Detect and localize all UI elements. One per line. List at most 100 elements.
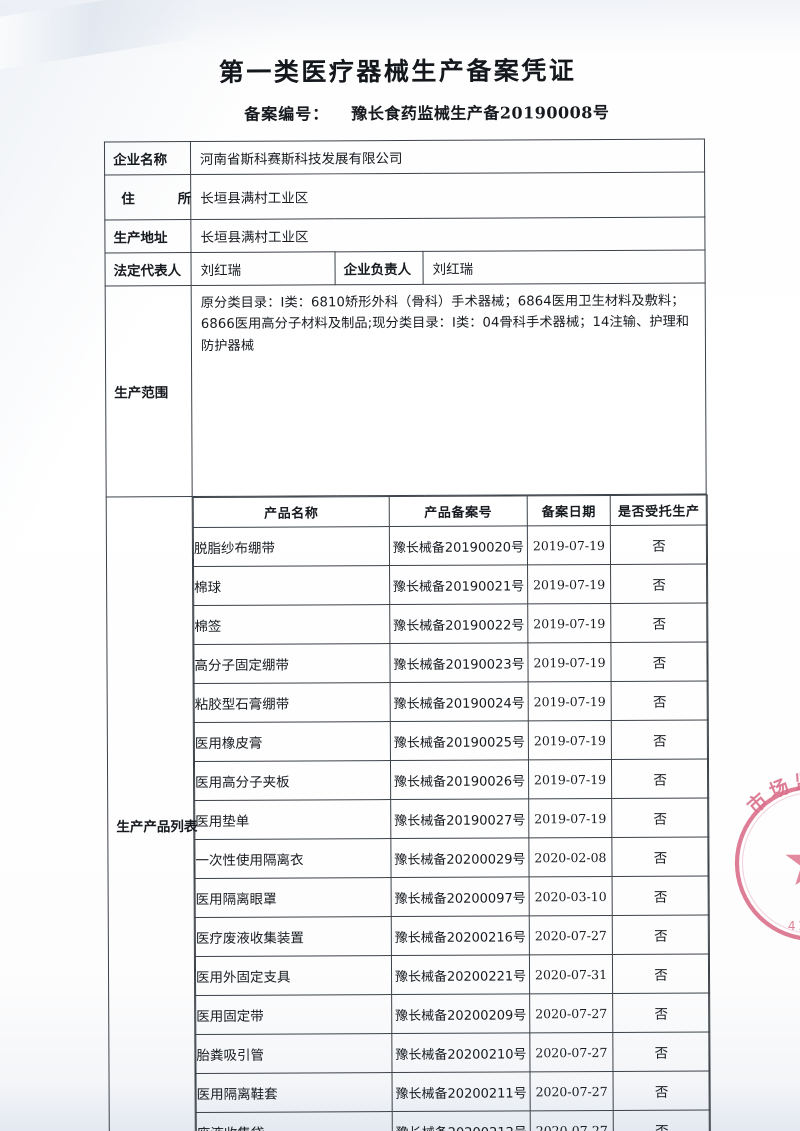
table-row: 医用垫单 豫长械备20190027号 2019-07-19 否 xyxy=(194,797,709,840)
header-record-date: 备案日期 xyxy=(527,495,611,526)
cell-entrusted: 否 xyxy=(612,992,710,1033)
cell-entrusted: 否 xyxy=(611,758,709,799)
table-row: 粘胶型石膏绷带 豫长械备20190024号 2019-07-19 否 xyxy=(194,680,709,723)
record-number-line: 备案编号： 豫长食药监械生产备20190008号 xyxy=(0,98,798,126)
cell-record-date: 2019-07-19 xyxy=(527,642,612,682)
cell-product-name: 高分子固定绷带 xyxy=(193,643,391,684)
table-row: 医用橡皮膏 豫长械备20190025号 2019-07-19 否 xyxy=(194,719,709,762)
production-address-label: 生产地址 xyxy=(104,219,191,253)
production-scope-text: 原分类目录：Ⅰ类：6810矫形外科（骨科）手术器械；6864医用卫生材料及敷料；… xyxy=(191,283,707,497)
page-title: 第一类医疗器械生产备案凭证 xyxy=(218,56,577,87)
cell-record-date: 2020-03-10 xyxy=(529,876,613,916)
cell-product-name: 废液收集袋 xyxy=(196,1111,393,1131)
cell-record-date: 2019-07-19 xyxy=(527,525,611,565)
cell-record-date: 2020-07-27 xyxy=(529,993,613,1033)
record-number-label: 备案编号： xyxy=(244,104,330,124)
cell-entrusted: 否 xyxy=(611,680,709,721)
production-address-value: 长垣县满村工业区 xyxy=(190,217,706,253)
cell-record-date: 2019-07-19 xyxy=(528,720,612,760)
company-name-value: 河南省斯科赛斯科技发展有限公司 xyxy=(190,139,705,175)
cell-product-name: 医用固定带 xyxy=(195,994,392,1035)
cell-product-name: 医用隔离鞋套 xyxy=(196,1072,393,1113)
certificate-table: 企业名称 河南省斯科赛斯科技发展有限公司 住 所 长垣县满村工业区 生产地址 长… xyxy=(104,139,711,1131)
table-row: 医疗废液收集装置 豫长械备20200216号 2020-07-27 否 xyxy=(195,914,710,957)
row-production-address: 生产地址 长垣县满村工业区 xyxy=(104,217,706,253)
cell-record-number: 豫长械备20200210号 xyxy=(391,1032,531,1073)
cell-record-number: 豫长械备20200221号 xyxy=(391,954,530,995)
cell-record-date: 2019-07-19 xyxy=(527,564,611,604)
cell-record-number: 豫长械备20190025号 xyxy=(390,720,529,761)
cell-record-date: 2020-07-27 xyxy=(529,1032,614,1072)
cell-product-name: 医用外固定支具 xyxy=(195,955,392,996)
address-value: 长垣县满村工业区 xyxy=(190,172,705,220)
cell-product-name: 棉签 xyxy=(193,604,390,645)
cell-entrusted: 否 xyxy=(612,875,710,916)
cell-product-name: 一次性使用隔离衣 xyxy=(194,838,392,879)
production-scope-label: 生产范围 xyxy=(105,285,193,497)
cell-entrusted: 否 xyxy=(610,602,708,643)
table-row: 棉签 豫长械备20190022号 2019-07-19 否 xyxy=(193,602,708,645)
product-table-header-row: 产品名称 产品备案号 备案日期 是否受托生产 xyxy=(193,494,708,528)
header-entrusted: 是否受托生产 xyxy=(610,494,708,526)
cell-record-number: 豫长械备20190020号 xyxy=(389,525,528,566)
paper-bottom-shadow xyxy=(0,1085,800,1131)
enterprise-head-value: 刘红瑞 xyxy=(422,250,706,285)
cell-record-date: 2019-07-19 xyxy=(528,681,612,721)
row-representatives: 法定代表人 刘红瑞 企业负责人 刘红瑞 xyxy=(104,250,706,286)
cell-record-date: 2020-07-27 xyxy=(530,1071,614,1111)
cell-record-number: 豫长械备20190026号 xyxy=(390,759,529,800)
enterprise-head-label: 企业负责人 xyxy=(334,251,424,285)
table-row: 医用外固定支具 豫长械备20200221号 2020-07-31 否 xyxy=(195,953,710,996)
cell-record-date: 2020-07-31 xyxy=(529,954,613,994)
table-row: 医用隔离眼罩 豫长械备20200097号 2020-03-10 否 xyxy=(195,875,710,918)
company-name-label: 企业名称 xyxy=(104,141,191,175)
cell-product-name: 医用垫单 xyxy=(194,799,391,840)
cell-record-date: 2020-07-27 xyxy=(529,915,613,955)
legal-rep-label: 法定代表人 xyxy=(104,252,192,286)
product-table-head: 产品名称 产品备案号 备案日期 是否受托生产 xyxy=(193,494,708,528)
cell-product-name: 粘胶型石膏绷带 xyxy=(194,682,391,723)
cell-entrusted: 否 xyxy=(613,1070,711,1111)
legal-rep-value: 刘红瑞 xyxy=(190,251,336,286)
cell-entrusted: 否 xyxy=(612,914,710,955)
cell-record-date: 2020-07-27 xyxy=(530,1110,614,1131)
cell-entrusted: 否 xyxy=(611,836,710,877)
row-product-list: 生产产品列表 产品名称 xyxy=(106,494,711,1131)
table-row: 高分子固定绷带 豫长械备20190023号 2019-07-19 否 xyxy=(193,641,709,684)
table-row: 医用高分子夹板 豫长械备20190026号 2019-07-19 否 xyxy=(194,758,709,801)
cell-record-number: 豫长械备20200216号 xyxy=(391,915,530,956)
table-row: 医用固定带 豫长械备20200209号 2020-07-27 否 xyxy=(195,992,710,1035)
header-product-name: 产品名称 xyxy=(193,496,390,528)
cell-product-name: 医疗废液收集装置 xyxy=(195,916,392,957)
cell-record-number: 豫长械备20190021号 xyxy=(389,564,528,605)
address-label-char1: 住 xyxy=(121,191,135,208)
cell-record-number: 豫长械备20190023号 xyxy=(389,642,529,683)
cell-entrusted: 否 xyxy=(610,524,708,565)
row-production-scope: 生产范围 原分类目录：Ⅰ类：6810矫形外科（骨科）手术器械；6864医用卫生材… xyxy=(105,283,707,497)
product-table: 产品名称 产品备案号 备案日期 是否受托生产 脱脂纱布绷带 豫长械备2019002… xyxy=(193,494,711,1131)
cell-record-number: 豫长械备20190027号 xyxy=(390,798,529,839)
cell-record-number: 豫长械备20200212号 xyxy=(392,1110,531,1131)
table-row: 棉球 豫长械备20190021号 2019-07-19 否 xyxy=(193,563,708,606)
cell-entrusted: 否 xyxy=(613,1109,711,1131)
row-company-name: 企业名称 河南省斯科赛斯科技发展有限公司 xyxy=(104,139,705,175)
product-list-cell: 产品名称 产品备案号 备案日期 是否受托生产 脱脂纱布绷带 豫长械备2019002… xyxy=(192,494,711,1131)
cell-record-number: 豫长械备20200097号 xyxy=(391,876,530,917)
cell-record-number: 豫长械备20190022号 xyxy=(389,603,528,644)
cell-entrusted: 否 xyxy=(612,1031,711,1072)
cell-product-name: 胎粪吸引管 xyxy=(195,1033,393,1074)
cell-record-date: 2019-07-19 xyxy=(528,759,612,799)
cell-entrusted: 否 xyxy=(610,641,709,682)
product-list-label: 生产产品列表 xyxy=(106,496,197,1131)
table-row: 医用隔离鞋套 豫长械备20200211号 2020-07-27 否 xyxy=(196,1070,711,1113)
product-table-body: 脱脂纱布绷带 豫长械备20190020号 2019-07-19 否棉球 豫长械备2019… xyxy=(193,524,711,1131)
cell-entrusted: 否 xyxy=(612,953,710,994)
cell-entrusted: 否 xyxy=(611,719,709,760)
cell-record-number: 豫长械备20200209号 xyxy=(391,993,530,1034)
cell-record-number: 豫长械备20200211号 xyxy=(392,1071,531,1112)
cell-record-number: 豫长械备20190024号 xyxy=(390,681,529,722)
cell-record-date: 2020-02-08 xyxy=(528,837,613,877)
cell-record-date: 2019-07-19 xyxy=(528,798,612,838)
